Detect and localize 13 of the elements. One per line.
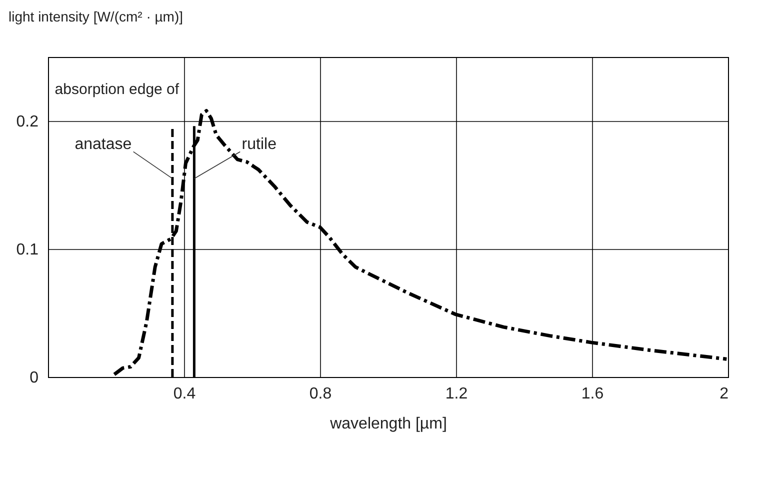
x-tick-label: 1.6 (581, 386, 604, 402)
y-tick-label: 0.2 (16, 114, 39, 130)
x-tick-label: 0.8 (309, 386, 332, 402)
x-tick-label: 0.4 (173, 386, 196, 402)
text: rutile (242, 136, 277, 154)
y-axis-title: light intensity [W/(cm² · µm)] (8, 8, 184, 24)
annotation: absorption edge of (54, 81, 180, 98)
y-tick-label: 0.1 (16, 242, 39, 258)
y-tick-label: 0 (30, 370, 39, 386)
x-tick-label: 1.2 (445, 386, 468, 402)
x-tick-label: 2 (720, 386, 729, 402)
x-axis-title: wavelength [µm] (329, 416, 447, 432)
text: anatase (74, 136, 132, 154)
